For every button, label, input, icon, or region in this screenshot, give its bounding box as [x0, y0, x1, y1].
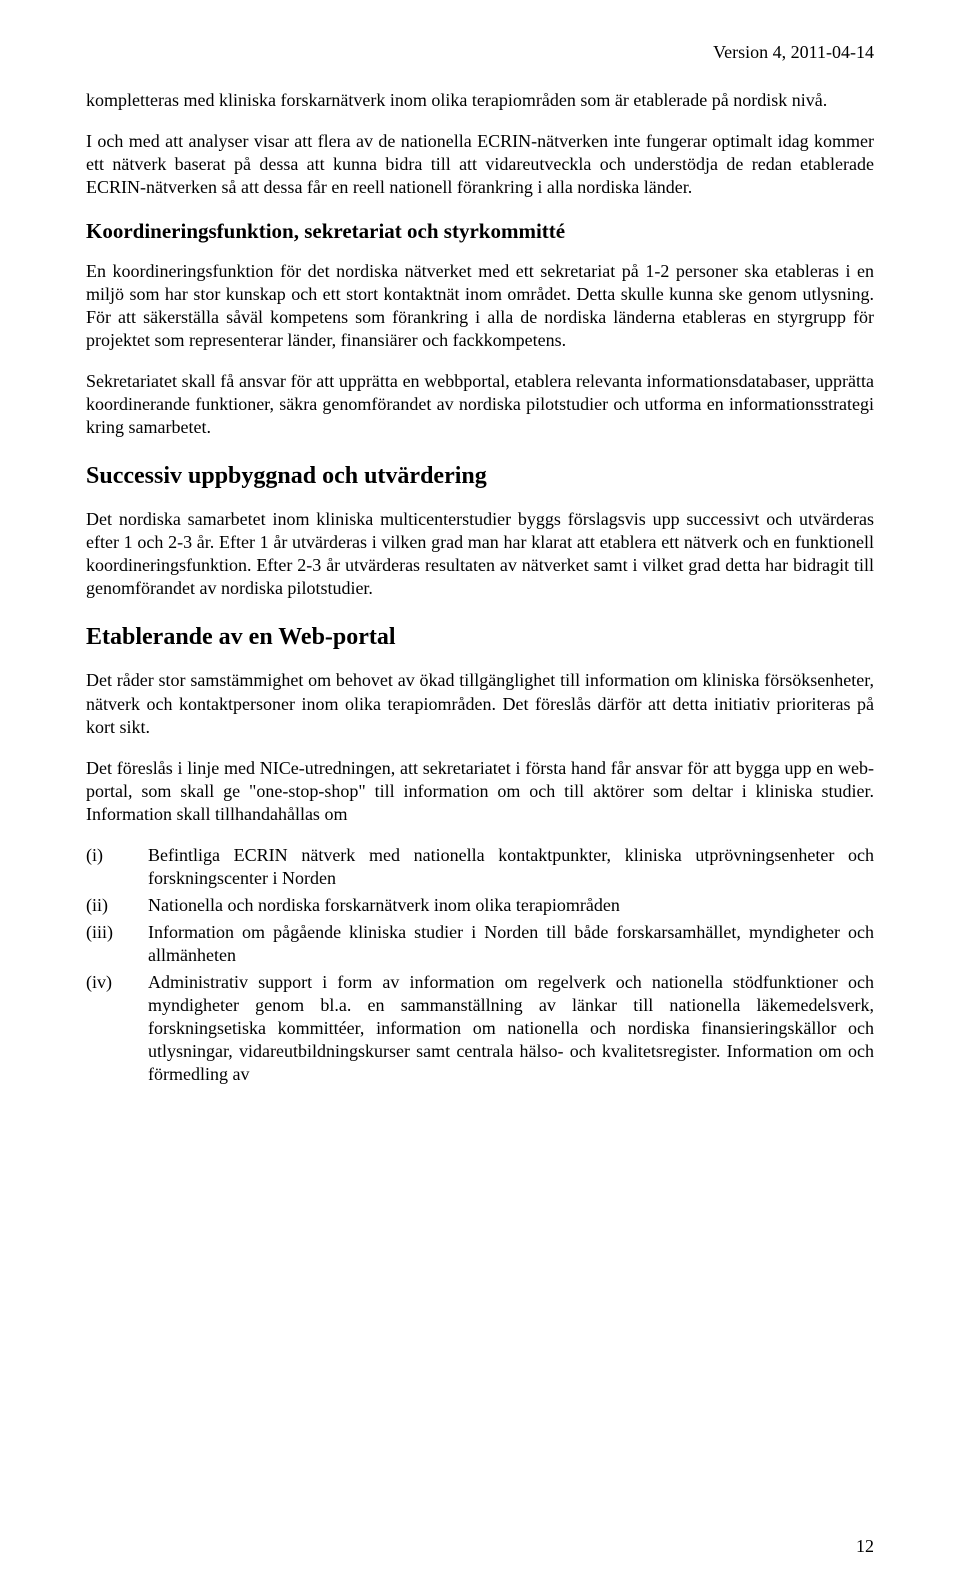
list-marker: (iv) [86, 971, 148, 1086]
version-header: Version 4, 2011-04-14 [86, 42, 874, 63]
list-item: (iii) Information om pågående kliniska s… [86, 921, 874, 967]
heading-successive: Successiv uppbyggnad och utvärdering [86, 463, 874, 490]
list-marker: (ii) [86, 894, 148, 917]
heading-webportal: Etablerande av en Web-portal [86, 624, 874, 651]
paragraph-webportal-2: Det föreslås i linje med NICe-utredninge… [86, 757, 874, 826]
paragraph-webportal-1: Det råder stor samstämmighet om behovet … [86, 669, 874, 738]
paragraph-coord-2: Sekretariatet skall få ansvar för att up… [86, 370, 874, 439]
list-marker: (i) [86, 844, 148, 890]
page-number: 12 [856, 1536, 874, 1557]
paragraph-successive: Det nordiska samarbetet inom kliniska mu… [86, 508, 874, 600]
list-text: Information om pågående kliniska studier… [148, 921, 874, 967]
paragraph-intro-1: kompletteras med kliniska forskarnätverk… [86, 89, 874, 112]
list-item: (ii) Nationella och nordiska forskarnätv… [86, 894, 874, 917]
roman-list: (i) Befintliga ECRIN nätverk med natione… [86, 844, 874, 1086]
list-text: Nationella och nordiska forskarnätverk i… [148, 894, 874, 917]
paragraph-coord-1: En koordineringsfunktion för det nordisk… [86, 260, 874, 352]
heading-coordination: Koordineringsfunktion, sekretariat och s… [86, 219, 874, 244]
list-item: (i) Befintliga ECRIN nätverk med natione… [86, 844, 874, 890]
document-page: Version 4, 2011-04-14 kompletteras med k… [0, 0, 960, 1585]
list-text: Befintliga ECRIN nätverk med nationella … [148, 844, 874, 890]
list-item: (iv) Administrativ support i form av inf… [86, 971, 874, 1086]
list-marker: (iii) [86, 921, 148, 967]
paragraph-intro-2: I och med att analyser visar att flera a… [86, 130, 874, 199]
list-text: Administrativ support i form av informat… [148, 971, 874, 1086]
